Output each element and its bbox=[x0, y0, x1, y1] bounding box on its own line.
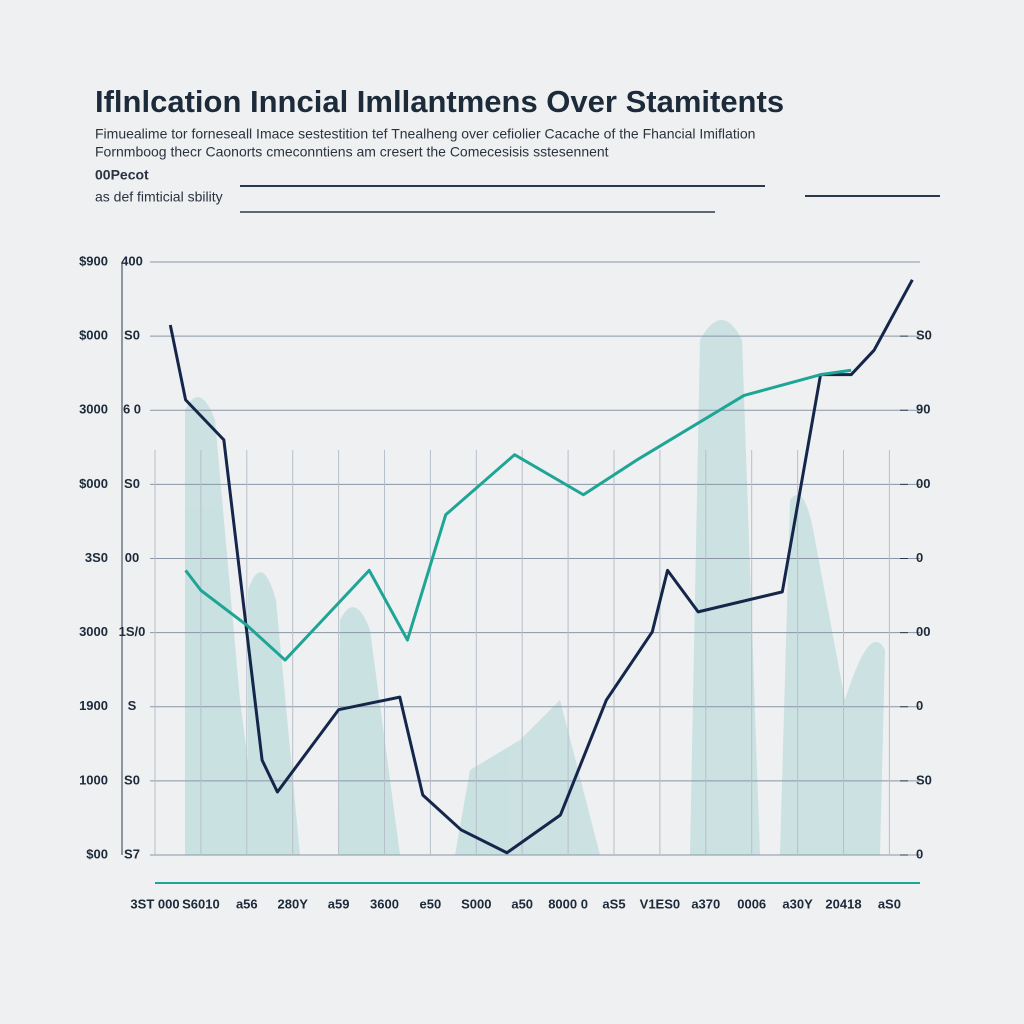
y-inner-label: S0 bbox=[124, 772, 140, 787]
series-line bbox=[184, 368, 852, 662]
y-tick-label: 3S0 bbox=[85, 550, 108, 565]
x-tick-label: a370 bbox=[691, 896, 720, 911]
annotation: as def fimticial sbility bbox=[95, 189, 223, 205]
y-inner-label: 1S/0 bbox=[119, 624, 146, 639]
y-tick-label: $000 bbox=[79, 476, 108, 491]
x-tick-label: e50 bbox=[420, 896, 442, 911]
x-tick-label: aS0 bbox=[878, 896, 901, 911]
x-tick-label: 280Y bbox=[278, 896, 309, 911]
subtitle: Fimuealime tor forneseall Imace sestesti… bbox=[95, 126, 755, 142]
x-tick-label: S000 bbox=[461, 896, 491, 911]
subtitle: Fornmboog thecr Caonorts cmeconntiens am… bbox=[95, 144, 609, 160]
x-tick-label: a59 bbox=[328, 896, 350, 911]
x-tick-label: 20418 bbox=[825, 896, 861, 911]
y-tick-label: $00 bbox=[86, 846, 108, 861]
y2-tick-label: S0 bbox=[916, 772, 932, 787]
y2-tick-label: 90 bbox=[916, 402, 930, 417]
y2-tick-label: 0 bbox=[916, 698, 923, 713]
x-tick-label: S6010 bbox=[182, 896, 220, 911]
y-inner-label: 400 bbox=[121, 253, 143, 268]
y-tick-label: 3000 bbox=[79, 402, 108, 417]
y-tick-label: 3000 bbox=[79, 624, 108, 639]
x-tick-label: 3600 bbox=[370, 896, 399, 911]
x-tick-label: V1ES0 bbox=[640, 896, 680, 911]
x-tick-label: aS5 bbox=[602, 896, 625, 911]
x-tick-label: a30Y bbox=[782, 896, 813, 911]
y-inner-label: S7 bbox=[124, 846, 140, 861]
y-inner-label: S0 bbox=[124, 328, 140, 343]
y2-tick-label: 0 bbox=[916, 550, 923, 565]
y2-tick-label: 00 bbox=[916, 624, 930, 639]
chart-title: Iflnlcation Inncial Imllantmens Over Sta… bbox=[95, 84, 784, 119]
y-tick-label: 1900 bbox=[79, 698, 108, 713]
decoration bbox=[185, 320, 885, 855]
y-tick-label: 1000 bbox=[79, 772, 108, 787]
y2-tick-label: 00 bbox=[916, 476, 930, 491]
y-tick-label: $000 bbox=[79, 328, 108, 343]
y-inner-label: S bbox=[128, 698, 137, 713]
x-tick-label: 8000 0 bbox=[548, 896, 588, 911]
annotation: 00Pecot bbox=[95, 167, 149, 183]
y-tick-label: $900 bbox=[79, 253, 108, 268]
y-inner-label: 00 bbox=[125, 550, 139, 565]
x-tick-label: 3ST 000 bbox=[130, 896, 179, 911]
x-tick-label: a56 bbox=[236, 896, 258, 911]
x-tick-label: 0006 bbox=[737, 896, 766, 911]
y-inner-label: 6 0 bbox=[123, 402, 141, 417]
y-inner-label: S0 bbox=[124, 476, 140, 491]
y2-tick-label: S0 bbox=[916, 328, 932, 343]
series-line bbox=[168, 279, 914, 855]
y2-tick-label: 0 bbox=[916, 846, 923, 861]
x-tick-label: a50 bbox=[511, 896, 533, 911]
